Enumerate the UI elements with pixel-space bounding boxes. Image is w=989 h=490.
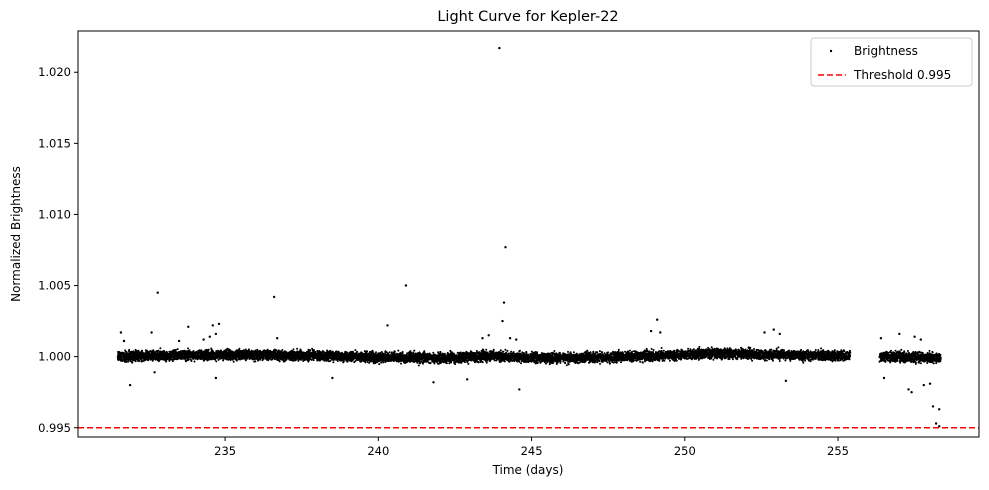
- data-point: [423, 350, 426, 353]
- data-point: [687, 347, 690, 350]
- data-point: [839, 359, 842, 362]
- data-point: [134, 348, 137, 351]
- data-point: [633, 350, 635, 353]
- data-point: [530, 350, 533, 353]
- data-point: [292, 348, 295, 351]
- data-point: [421, 359, 424, 361]
- chart-title: Light Curve for Kepler-22: [437, 9, 618, 25]
- data-point: [413, 349, 416, 352]
- data-point: [141, 349, 143, 352]
- data-point: [677, 357, 680, 360]
- data-point: [565, 364, 568, 367]
- data-point: [232, 360, 235, 363]
- data-point: [475, 350, 478, 352]
- data-point: [817, 349, 820, 351]
- data-point: [691, 349, 694, 352]
- data-point: [584, 351, 586, 354]
- data-point: [374, 362, 377, 365]
- data-point: [510, 350, 513, 353]
- data-point: [536, 352, 539, 355]
- data-point: [842, 359, 845, 362]
- data-point: [596, 351, 599, 354]
- data-point: [507, 352, 510, 355]
- data-point: [567, 363, 570, 366]
- data-point: [520, 362, 523, 365]
- data-point: [433, 362, 436, 365]
- data-point: [707, 346, 710, 349]
- data-point: [662, 349, 665, 352]
- data-point: [784, 359, 787, 362]
- data-point: [353, 361, 356, 364]
- data-point: [660, 347, 663, 349]
- data-point: [336, 360, 339, 362]
- data-point: [448, 362, 451, 365]
- data-point: [159, 347, 162, 350]
- data-point: [485, 348, 488, 351]
- data-point: [668, 359, 671, 362]
- data-point: [297, 358, 300, 361]
- data-point: [641, 361, 644, 364]
- data-point: [215, 360, 218, 363]
- data-point: [485, 361, 488, 364]
- data-point: [326, 349, 329, 352]
- data-points-layer: [116, 46, 942, 428]
- data-point: [378, 363, 381, 366]
- data-point: [652, 349, 655, 351]
- data-point: [454, 363, 457, 366]
- data-point: [400, 362, 402, 365]
- data-point: [388, 351, 391, 354]
